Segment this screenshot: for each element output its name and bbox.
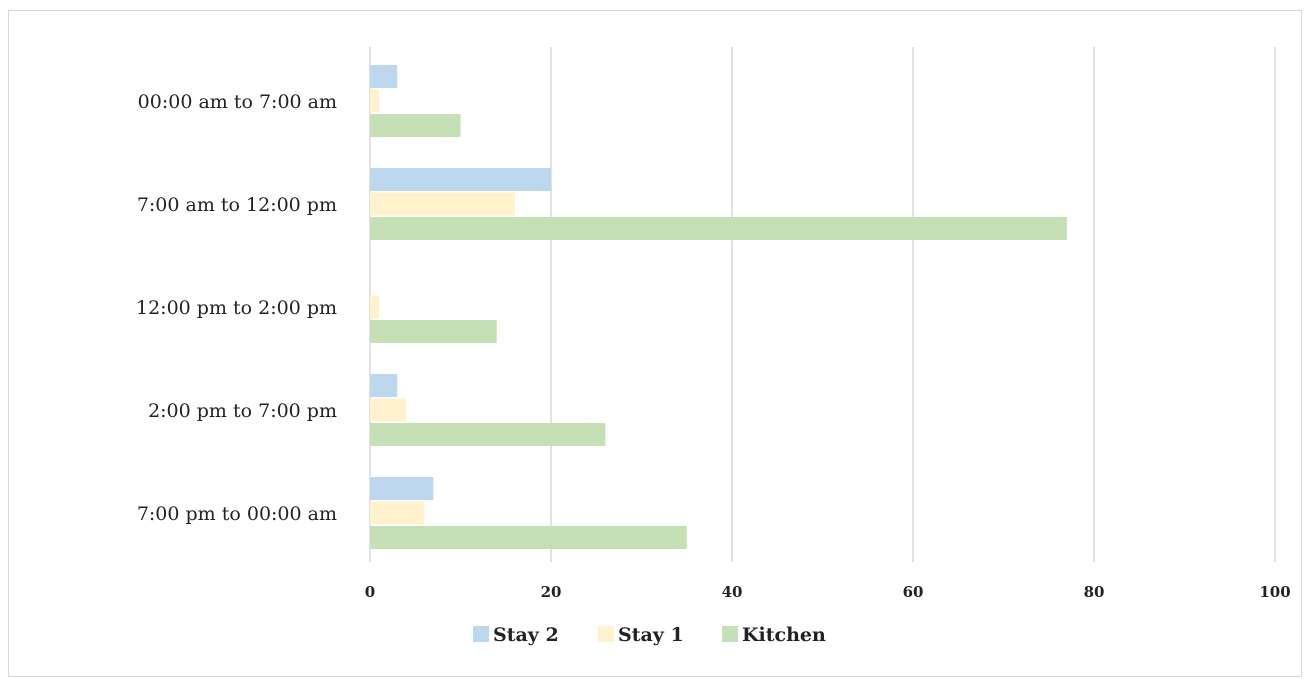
legend-label-stay-1: Stay 1 xyxy=(618,624,684,646)
category-label-7-00-pm-to-00-00-am: 7:00 pm to 00:00 am xyxy=(137,503,337,525)
x-tick-label-60: 60 xyxy=(903,583,924,601)
bar-stay-1-7-00-pm-to-00-00-am xyxy=(370,501,425,525)
x-tick-label-40: 40 xyxy=(722,583,743,601)
bar-stay-1-7-00-am-to-12-00-pm xyxy=(370,192,515,216)
x-tick-label-100: 100 xyxy=(1259,583,1290,601)
bar-stay-1-00-00-am-to-7-00-am xyxy=(370,89,380,113)
bar-kitchen-2-00-pm-to-7-00-pm xyxy=(370,423,606,446)
legend-label-stay-2: Stay 2 xyxy=(493,624,559,646)
bar-stay-2-00-00-am-to-7-00-am xyxy=(370,65,398,88)
bar-kitchen-00-00-am-to-7-00-am xyxy=(370,114,461,137)
category-label-12-00-pm-to-2-00-pm: 12:00 pm to 2:00 pm xyxy=(136,297,337,319)
bar-stay-1-12-00-pm-to-2-00-pm xyxy=(370,295,380,319)
x-tick-label-80: 80 xyxy=(1084,583,1105,601)
category-label-2-00-pm-to-7-00-pm: 2:00 pm to 7:00 pm xyxy=(148,400,337,422)
category-label-00-00-am-to-7-00-am: 00:00 am to 7:00 am xyxy=(138,91,337,113)
x-axis-tick-labels: 0 20 40 60 80 100 xyxy=(365,583,1291,601)
bar-stay-2-7-00-am-to-12-00-pm xyxy=(370,168,551,191)
bar-kitchen-12-00-pm-to-2-00-pm xyxy=(370,320,497,343)
bar-stay-2-7-00-pm-to-00-00-am xyxy=(370,477,434,500)
bar-stay-1-2-00-pm-to-7-00-pm xyxy=(370,398,407,422)
chart-frame xyxy=(8,10,1302,677)
bar-kitchen-7-00-am-to-12-00-pm xyxy=(370,217,1067,240)
bars xyxy=(370,65,1067,549)
category-label-7-00-am-to-12-00-pm: 7:00 am to 12:00 pm xyxy=(137,194,337,216)
category-labels: 00:00 am to 7:00 am 7:00 am to 12:00 pm 12… xyxy=(136,91,337,525)
legend-swatch-kitchen xyxy=(722,626,738,642)
bar-kitchen-7-00-pm-to-00-00-am xyxy=(370,526,687,549)
legend: Stay 2 Stay 1 Kitchen xyxy=(473,624,826,646)
x-tick-label-0: 0 xyxy=(365,583,375,601)
legend-label-kitchen: Kitchen xyxy=(742,624,826,646)
legend-swatch-stay-2 xyxy=(473,626,489,642)
legend-swatch-stay-1 xyxy=(598,626,614,642)
bar-stay-2-2-00-pm-to-7-00-pm xyxy=(370,374,398,397)
gridlines xyxy=(369,47,1276,562)
x-tick-label-20: 20 xyxy=(541,583,562,601)
